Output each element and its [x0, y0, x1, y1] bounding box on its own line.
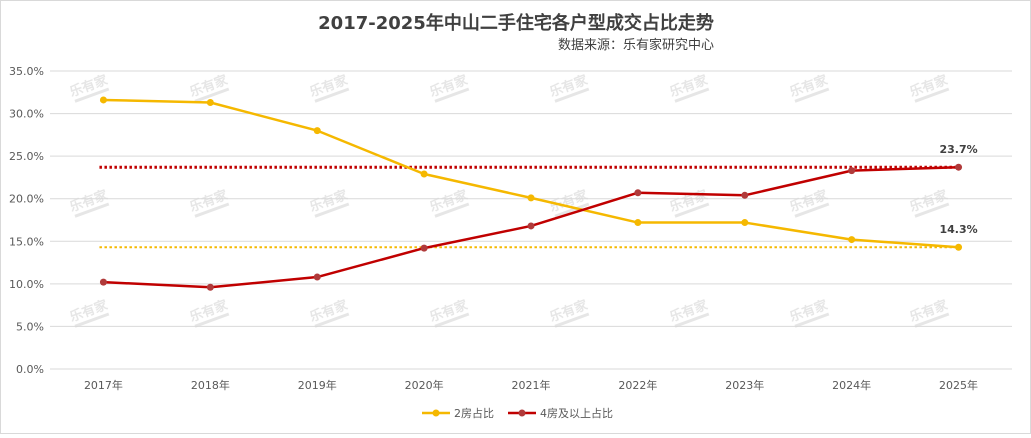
data-labels: 23.7% 14.3% — [939, 143, 977, 236]
watermark-bar — [914, 87, 950, 103]
y-tick-label: 10.0% — [9, 278, 44, 291]
watermark-bar — [74, 87, 110, 103]
watermark-bar — [914, 312, 950, 328]
x-axis: 2017年 2018年 2019年 2020年 2021年 2022年 2023年 2024年… — [84, 378, 978, 392]
watermark-bar — [194, 202, 230, 218]
x-tick-label: 2020年 — [405, 378, 444, 392]
watermark-bar — [554, 202, 590, 218]
watermark-bar — [74, 202, 110, 218]
data-point[interactable] — [848, 236, 856, 244]
watermark-bar — [314, 312, 350, 328]
x-tick-label: 2023年 — [725, 378, 764, 392]
y-tick-label: 5.0% — [16, 320, 44, 333]
x-tick-label: 2021年 — [512, 378, 551, 392]
data-point[interactable] — [206, 283, 214, 291]
watermark-bar — [434, 202, 470, 218]
x-tick-label: 2018年 — [191, 378, 230, 392]
series-1 — [99, 96, 963, 251]
watermark-bar — [434, 87, 470, 103]
watermark-bar — [554, 87, 590, 103]
data-point[interactable] — [527, 222, 535, 230]
watermark-bar — [314, 202, 350, 218]
legend[interactable]: 2房占比 4房及以上占比 — [422, 406, 613, 420]
legend-label: 4房及以上占比 — [540, 406, 613, 420]
data-point[interactable] — [848, 167, 856, 175]
series-2 — [99, 163, 963, 291]
watermark-bar — [194, 312, 230, 328]
y-tick-label: 30.0% — [9, 108, 44, 121]
y-tick-label: 20.0% — [9, 193, 44, 206]
y-tick-label: 15.0% — [9, 235, 44, 248]
data-point[interactable] — [741, 191, 749, 199]
series-layer — [99, 96, 963, 291]
legend-label: 2房占比 — [454, 406, 494, 420]
y-tick-label: 0.0% — [16, 363, 44, 376]
chart-title: 2017-2025年中山二手住宅各户型成交占比走势 — [318, 12, 714, 34]
data-label: 23.7% — [939, 143, 977, 156]
watermark-bar — [794, 87, 830, 103]
watermark-bar — [914, 202, 950, 218]
data-point[interactable] — [313, 273, 321, 281]
data-point[interactable] — [313, 127, 321, 135]
x-tick-label: 2019年 — [298, 378, 337, 392]
x-tick-label: 2024年 — [832, 378, 871, 392]
watermark-bar — [794, 312, 830, 328]
data-label: 14.3% — [939, 223, 977, 236]
watermark-bar — [674, 312, 710, 328]
y-tick-label: 35.0% — [9, 65, 44, 78]
x-tick-label: 2025年 — [939, 378, 978, 392]
x-tick-label: 2017年 — [84, 378, 123, 392]
watermark-bar — [674, 87, 710, 103]
data-point[interactable] — [420, 244, 428, 252]
data-point[interactable] — [955, 163, 963, 171]
y-tick-label: 25.0% — [9, 150, 44, 163]
legend-item-1[interactable]: 2房占比 — [422, 406, 494, 420]
watermark-bar — [434, 312, 470, 328]
reference-lines — [99, 165, 959, 249]
data-point[interactable] — [99, 96, 107, 104]
data-point[interactable] — [634, 219, 642, 227]
watermark-bar — [554, 312, 590, 328]
data-point[interactable] — [527, 194, 535, 202]
legend-marker — [518, 409, 526, 417]
data-point[interactable] — [634, 189, 642, 197]
data-point[interactable] — [99, 278, 107, 286]
watermark-bar — [794, 202, 830, 218]
watermark-bar — [314, 87, 350, 103]
watermark-bar — [674, 202, 710, 218]
legend-marker — [432, 409, 440, 417]
data-point[interactable] — [741, 219, 749, 227]
legend-item-2[interactable]: 4房及以上占比 — [508, 406, 613, 420]
data-point[interactable] — [955, 243, 963, 251]
chart-subtitle: 数据来源：乐有家研究中心 — [558, 37, 714, 53]
data-point[interactable] — [206, 99, 214, 107]
watermark-bar — [74, 312, 110, 328]
y-axis: 0.0% 5.0% 10.0% 15.0% 20.0% 25.0% 30.0% 35.0% — [9, 65, 44, 376]
data-point[interactable] — [420, 170, 428, 178]
x-tick-label: 2022年 — [618, 378, 657, 392]
watermark-bar — [194, 87, 230, 103]
